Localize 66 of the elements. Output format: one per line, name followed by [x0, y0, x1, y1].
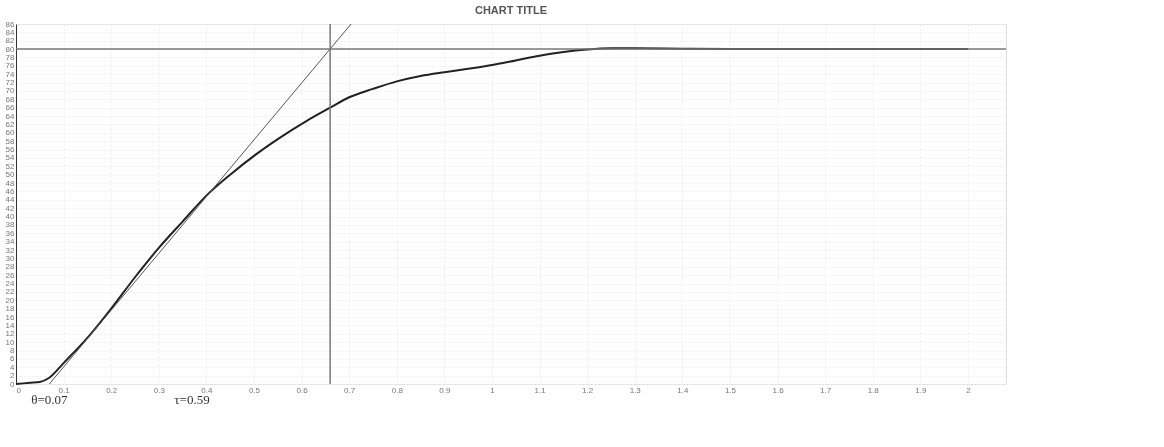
- y-tick-label: 82: [5, 36, 16, 46]
- y-tick-label: 8: [10, 346, 16, 356]
- y-tick-label: 18: [5, 304, 16, 314]
- y-tick-label: 48: [5, 178, 16, 188]
- x-tick-label: 1.4: [677, 385, 689, 395]
- y-tick-label: 42: [5, 203, 16, 213]
- y-tick-label: 24: [5, 279, 16, 289]
- y-tick-label: 52: [5, 161, 16, 171]
- x-tick-label: 1.6: [772, 385, 785, 395]
- y-tick-label: 6: [10, 354, 16, 364]
- x-tick-label: 1.7: [820, 385, 832, 395]
- x-tick-label: 0.5: [248, 385, 261, 395]
- y-tick-label: 62: [5, 119, 16, 129]
- x-tick-label: 1.1: [534, 385, 547, 395]
- annotation: θ=0.07: [31, 392, 68, 407]
- x-tick-label: 0.4: [201, 385, 213, 395]
- y-tick-label: 58: [5, 136, 16, 146]
- y-tick-label: 76: [5, 61, 16, 71]
- y-tick-label: 68: [5, 94, 16, 104]
- y-tick-label: 26: [5, 270, 16, 280]
- x-tick-label: 1.2: [582, 385, 594, 395]
- y-tick-label: 20: [5, 295, 16, 305]
- x-tick-label: 1.9: [915, 385, 927, 395]
- y-tick-label: 28: [5, 262, 16, 272]
- y-tick-label: 66: [5, 103, 16, 113]
- y-tick-label: 44: [5, 195, 16, 205]
- y-tick-label: 12: [5, 329, 16, 339]
- y-tick-label: 72: [5, 78, 16, 88]
- y-tick-label: 78: [5, 52, 16, 62]
- x-tick-label: 1: [490, 385, 496, 395]
- y-tick-label: 38: [5, 220, 16, 230]
- y-tick-label: 40: [5, 212, 16, 222]
- x-tick-label: 0.1: [58, 385, 71, 395]
- x-tick-label: 0.3: [153, 385, 166, 395]
- x-tick-label: 0.7: [344, 385, 356, 395]
- y-tick-label: 54: [5, 153, 16, 163]
- x-tick-label: 0.6: [296, 385, 309, 395]
- chart-title: CHART TITLE: [474, 4, 548, 16]
- x-tick-label: 0.2: [106, 385, 118, 395]
- y-tick-label: 4: [10, 362, 16, 372]
- y-tick-label: 36: [5, 228, 16, 238]
- y-tick-label: 80: [5, 44, 16, 54]
- y-tick-label: 64: [5, 111, 16, 121]
- x-tick-label: 0.8: [391, 385, 404, 395]
- x-tick-label: 1.8: [867, 385, 880, 395]
- x-tick-label: 1.5: [724, 385, 737, 395]
- y-tick-label: 16: [5, 312, 16, 322]
- y-tick-label: 74: [5, 69, 16, 79]
- y-tick-label: 34: [5, 237, 16, 247]
- y-tick-label: 60: [5, 128, 16, 138]
- y-tick-label: 50: [5, 170, 16, 180]
- y-tick-label: 30: [5, 253, 16, 263]
- y-tick-label: 32: [5, 245, 16, 255]
- y-tick-label: 22: [5, 287, 16, 297]
- x-tick-label: 2: [966, 385, 972, 395]
- y-tick-label: 14: [5, 320, 16, 330]
- x-tick-label: 0.9: [439, 385, 451, 395]
- y-tick-label: 86: [5, 19, 16, 29]
- y-tick-label: 84: [5, 27, 16, 37]
- y-tick-label: 10: [5, 337, 16, 347]
- y-tick-label: 46: [5, 186, 16, 196]
- y-tick-label: 2: [10, 371, 16, 381]
- y-tick-label: 70: [5, 86, 16, 96]
- text: τ=0.59: [174, 392, 210, 407]
- y-tick-label: 56: [5, 145, 16, 155]
- x-tick-label: 1.3: [629, 385, 642, 395]
